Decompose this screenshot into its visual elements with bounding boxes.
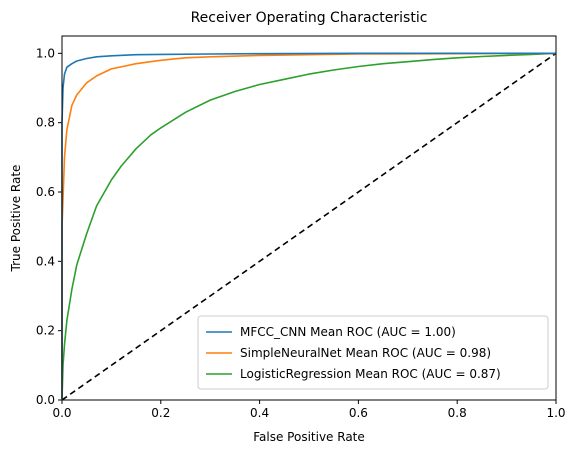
legend-entry: SimpleNeuralNet Mean ROC (AUC = 0.98)	[240, 346, 491, 360]
legend-entry: LogisticRegression Mean ROC (AUC = 0.87)	[240, 367, 501, 381]
y-tick-label: 0.8	[36, 116, 55, 130]
x-tick-label: 0.4	[250, 406, 269, 420]
y-tick-label: 0.4	[36, 254, 55, 268]
legend: MFCC_CNN Mean ROC (AUC = 1.00) SimpleNeur…	[198, 316, 548, 389]
x-tick-label: 0.0	[52, 406, 71, 420]
y-tick-label: 1.0	[36, 46, 55, 60]
x-tick-label: 0.6	[349, 406, 368, 420]
x-tick-label: 0.8	[448, 406, 467, 420]
legend-entry: MFCC_CNN Mean ROC (AUC = 1.00)	[240, 325, 456, 339]
y-tick-label: 0.6	[36, 185, 55, 199]
y-tick-label: 0.2	[36, 324, 55, 338]
x-tick-label: 1.0	[546, 406, 565, 420]
y-tick-label: 0.0	[36, 393, 55, 407]
x-axis-label: False Positive Rate	[253, 430, 365, 444]
x-tick-label: 0.2	[151, 406, 170, 420]
chart-title: Receiver Operating Characteristic	[191, 10, 428, 26]
y-axis-label: True Positive Rate	[9, 165, 23, 273]
